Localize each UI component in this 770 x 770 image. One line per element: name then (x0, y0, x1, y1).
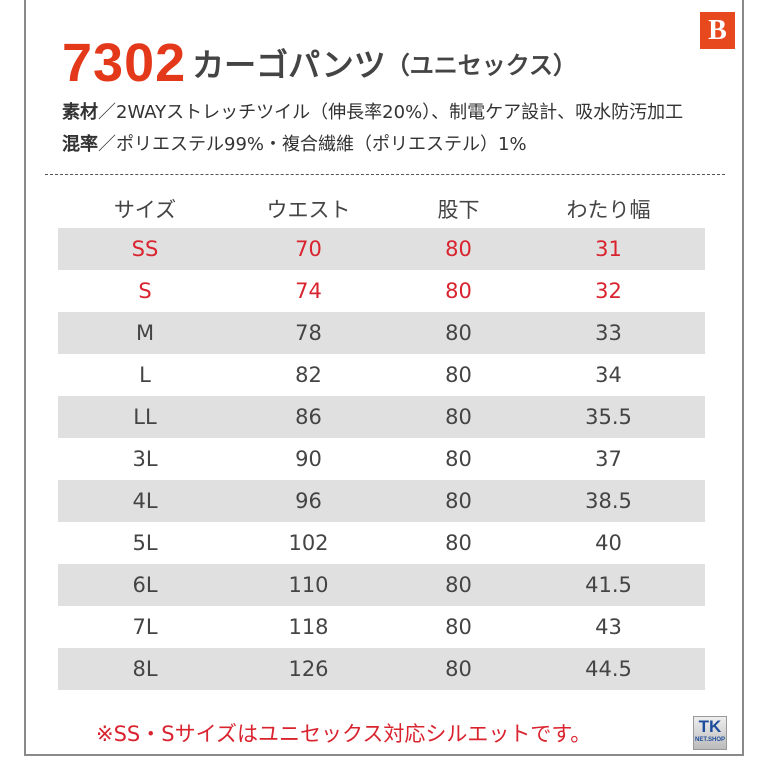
table-row: LL 86 80 35.5 (58, 396, 705, 438)
cell-inseam: 80 (445, 489, 472, 513)
table-row: 5L 102 80 40 (58, 522, 705, 564)
size-table: サイズ ウエスト 股下 わたり幅 SS 70 80 31 S 74 80 32 M 78 80 33 L… (58, 190, 705, 690)
cell-waist: 74 (295, 279, 322, 303)
cell-size: L (139, 363, 151, 387)
cell-size: S (138, 279, 152, 303)
cell-thigh: 43 (595, 615, 622, 639)
cell-size: 8L (132, 657, 158, 681)
cell-thigh: 38.5 (585, 489, 632, 513)
cell-size: 4L (132, 489, 158, 513)
cell-size: 6L (132, 573, 158, 597)
cell-thigh: 34 (595, 363, 622, 387)
brand-logo: B (700, 12, 735, 49)
cell-inseam: 80 (445, 237, 472, 261)
note: ※SS・Sサイズはユニセックス対応シルエットです。 (96, 722, 592, 746)
cell-size: M (135, 321, 155, 345)
header-thigh: わたり幅 (566, 198, 651, 222)
spec-label: 素材 (62, 102, 98, 123)
cell-thigh: 35.5 (585, 405, 632, 429)
cell-waist: 70 (295, 237, 322, 261)
cell-thigh: 37 (595, 447, 622, 471)
cell-thigh: 40 (595, 531, 622, 555)
table-row: S 74 80 32 (58, 270, 705, 312)
cell-inseam: 80 (445, 615, 472, 639)
table-row: 8L 126 80 44.5 (58, 648, 705, 690)
cell-inseam: 80 (445, 321, 472, 345)
divider (45, 174, 725, 175)
cell-waist: 82 (295, 363, 322, 387)
cell-waist: 90 (295, 447, 322, 471)
cell-size: 7L (132, 615, 158, 639)
cell-waist: 102 (288, 531, 329, 555)
table-row: L 82 80 34 (58, 354, 705, 396)
header-size: サイズ (113, 198, 177, 222)
cell-thigh: 31 (595, 237, 622, 261)
cell-waist: 118 (288, 615, 329, 639)
cell-inseam: 80 (445, 657, 472, 681)
cell-thigh: 33 (595, 321, 622, 345)
cell-waist: 110 (288, 573, 329, 597)
cell-inseam: 80 (445, 531, 472, 555)
cell-waist: 96 (295, 489, 322, 513)
cell-size: 3L (132, 447, 158, 471)
cell-inseam: 80 (445, 279, 472, 303)
cell-inseam: 80 (445, 363, 472, 387)
cell-waist: 126 (288, 657, 329, 681)
cell-thigh: 41.5 (585, 573, 632, 597)
cell-waist: 78 (295, 321, 322, 345)
cell-inseam: 80 (445, 573, 472, 597)
product-title: 7302 カーゴパンツ（ユニセックス） (62, 32, 577, 94)
table-row: 3L 90 80 37 (58, 438, 705, 480)
cell-size: SS (131, 237, 159, 261)
spec-label: 混率 (62, 134, 98, 155)
spec-text: ／ポリエステル99%・複合繊維（ポリエステル）1% (98, 134, 527, 155)
product-subtitle: （ユニセックス） (385, 51, 578, 80)
cell-inseam: 80 (445, 447, 472, 471)
table-row: 7L 118 80 43 (58, 606, 705, 648)
table-header: サイズ ウエスト 股下 わたり幅 (58, 190, 705, 228)
spec-text: ／2WAYストレッチツイル（伸長率20%）、制電ケア設計、吸水防汚加工 (98, 102, 684, 123)
table-row: SS 70 80 31 (58, 228, 705, 270)
cell-thigh: 44.5 (585, 657, 632, 681)
cell-size: LL (133, 405, 157, 429)
spec-material: 素材／2WAYストレッチツイル（伸長率20%）、制電ケア設計、吸水防汚加工 (62, 98, 683, 124)
product-name: カーゴパンツ (192, 46, 386, 84)
table-row: 6L 110 80 41.5 (58, 564, 705, 606)
spec-blend: 混率／ポリエステル99%・複合繊維（ポリエステル）1% (62, 130, 527, 156)
cell-waist: 86 (295, 405, 322, 429)
table-row: 4L 96 80 38.5 (58, 480, 705, 522)
cell-thigh: 32 (595, 279, 622, 303)
table-row: M 78 80 33 (58, 312, 705, 354)
product-number: 7302 (62, 33, 187, 93)
header-inseam: 股下 (437, 198, 480, 222)
frame (24, 0, 744, 756)
cell-size: 5L (132, 531, 158, 555)
cell-inseam: 80 (445, 405, 472, 429)
shop-logo: TK NET.SHOP (693, 716, 727, 750)
header-waist: ウエスト (266, 198, 351, 222)
